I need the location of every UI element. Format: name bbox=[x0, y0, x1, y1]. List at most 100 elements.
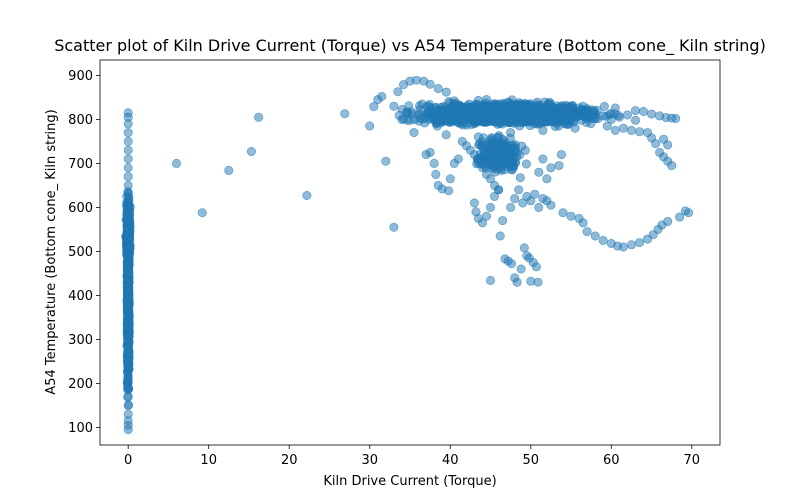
data-point bbox=[538, 154, 548, 164]
data-point bbox=[480, 148, 490, 158]
data-point bbox=[123, 374, 133, 384]
data-point bbox=[123, 295, 133, 305]
data-point bbox=[123, 268, 133, 278]
data-point bbox=[123, 145, 133, 155]
data-point bbox=[123, 172, 133, 182]
data-point bbox=[123, 154, 133, 164]
data-point bbox=[578, 101, 588, 111]
data-point bbox=[534, 109, 544, 119]
data-point bbox=[445, 174, 455, 184]
data-point bbox=[417, 99, 427, 109]
x-tick-label: 20 bbox=[281, 453, 298, 468]
data-point bbox=[578, 218, 588, 228]
data-point bbox=[515, 150, 525, 160]
data-point bbox=[123, 216, 133, 226]
data-point bbox=[542, 112, 552, 122]
plot-frame bbox=[99, 59, 721, 446]
data-point bbox=[481, 95, 491, 105]
data-point bbox=[610, 103, 620, 113]
x-axis-label: Kiln Drive Current (Torque) bbox=[323, 474, 496, 489]
data-point bbox=[630, 115, 640, 125]
data-point bbox=[123, 425, 133, 435]
data-point bbox=[449, 96, 459, 106]
data-point bbox=[123, 224, 133, 234]
y-axis-label: A54 Temperature (Bottom cone_ Kiln strin… bbox=[44, 109, 59, 394]
data-point bbox=[497, 145, 507, 155]
data-point bbox=[402, 107, 412, 117]
data-point bbox=[469, 150, 479, 160]
y-tick-label: 600 bbox=[68, 201, 93, 216]
data-point bbox=[502, 108, 512, 118]
data-point bbox=[123, 180, 133, 190]
data-point bbox=[441, 130, 451, 140]
data-point bbox=[123, 119, 133, 129]
data-point bbox=[558, 111, 568, 121]
data-point bbox=[663, 140, 673, 150]
y-tick-label: 700 bbox=[68, 157, 93, 172]
data-point bbox=[558, 208, 568, 218]
data-point bbox=[516, 264, 526, 274]
data-point bbox=[506, 202, 516, 212]
data-point bbox=[123, 189, 133, 199]
data-point bbox=[405, 115, 415, 125]
data-point bbox=[445, 112, 455, 122]
data-point bbox=[494, 185, 504, 195]
data-point bbox=[381, 156, 391, 166]
data-point bbox=[515, 173, 525, 183]
data-point bbox=[246, 147, 256, 157]
data-point bbox=[469, 198, 479, 208]
data-point bbox=[498, 216, 508, 226]
data-point bbox=[123, 330, 133, 340]
data-point bbox=[663, 217, 673, 227]
data-point bbox=[582, 227, 592, 237]
data-point bbox=[123, 233, 133, 243]
data-point bbox=[582, 112, 592, 122]
data-point bbox=[444, 186, 454, 196]
data-point bbox=[429, 114, 439, 124]
x-tick-label: 60 bbox=[603, 453, 620, 468]
data-point bbox=[123, 163, 133, 173]
data-point bbox=[365, 121, 375, 131]
data-point bbox=[393, 87, 403, 97]
data-point bbox=[566, 211, 576, 221]
data-point bbox=[123, 339, 133, 349]
data-point bbox=[622, 110, 632, 120]
data-point bbox=[526, 114, 536, 124]
data-point bbox=[542, 174, 552, 184]
data-point bbox=[224, 165, 234, 175]
data-point bbox=[485, 202, 495, 212]
data-point bbox=[489, 150, 499, 160]
data-point bbox=[534, 202, 544, 212]
data-point bbox=[469, 113, 479, 123]
data-point bbox=[123, 312, 133, 322]
data-point bbox=[123, 383, 133, 393]
data-point bbox=[512, 277, 522, 287]
data-point bbox=[590, 231, 600, 241]
data-point bbox=[485, 174, 495, 184]
data-point bbox=[618, 242, 628, 252]
data-point bbox=[602, 121, 612, 131]
data-point bbox=[598, 235, 608, 245]
data-point bbox=[437, 109, 447, 119]
data-point bbox=[526, 196, 536, 206]
data-point bbox=[123, 242, 133, 252]
data-point bbox=[389, 222, 399, 232]
data-point bbox=[123, 277, 133, 287]
data-point bbox=[566, 114, 576, 124]
data-point bbox=[506, 156, 516, 166]
data-point bbox=[506, 128, 516, 138]
data-point bbox=[518, 110, 528, 120]
data-point bbox=[433, 84, 443, 94]
y-tick-label: 400 bbox=[68, 289, 93, 304]
data-point bbox=[481, 211, 491, 221]
data-point bbox=[477, 218, 487, 228]
data-point bbox=[485, 109, 495, 119]
data-point bbox=[546, 200, 556, 210]
data-point bbox=[123, 321, 133, 331]
data-point bbox=[667, 161, 677, 171]
data-point bbox=[123, 128, 133, 138]
data-point bbox=[453, 154, 463, 164]
y-axis: 100 200 300 400 500 600 700 800 900 bbox=[68, 69, 100, 436]
data-point bbox=[123, 207, 133, 217]
data-point bbox=[425, 79, 435, 89]
